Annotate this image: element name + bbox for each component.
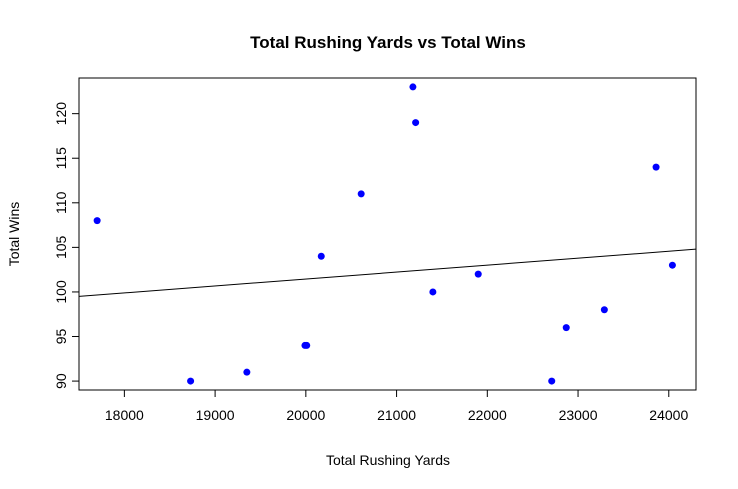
data-point [600, 306, 608, 314]
data-point [412, 119, 420, 127]
y-tick-label: 110 [53, 191, 69, 214]
y-tick-label: 105 [53, 235, 69, 259]
y-tick-label: 95 [53, 329, 69, 345]
data-point [652, 163, 660, 171]
data-point [548, 377, 556, 385]
y-tick-label: 120 [53, 102, 69, 126]
y-tick-label: 115 [53, 147, 69, 170]
x-tick-label: 24000 [649, 407, 688, 423]
regression-line [78, 248, 697, 297]
x-tick-label: 19000 [196, 407, 235, 423]
plot-area-border [78, 77, 697, 391]
data-point [303, 341, 311, 349]
x-tick-label: 18000 [105, 407, 144, 423]
x-axis: 18000 19000 20000 21000 22000 23000 24000 [105, 389, 688, 423]
y-tick-label: 90 [53, 373, 69, 389]
data-point [317, 252, 325, 260]
data-point [243, 368, 251, 376]
plot-content [78, 83, 697, 385]
x-tick-label: 22000 [468, 407, 507, 423]
data-point [474, 270, 482, 278]
x-tick-label: 20000 [286, 407, 325, 423]
data-point [668, 261, 676, 269]
data-point [93, 217, 101, 225]
data-point [187, 377, 195, 385]
y-axis: 90 95 100 105 110 115 120 [53, 102, 80, 389]
x-tick-label: 23000 [559, 407, 598, 423]
data-point [409, 83, 417, 91]
x-tick-label: 21000 [377, 407, 416, 423]
data-point [357, 190, 365, 198]
y-axis-label: Total Wins [6, 202, 22, 267]
y-tick-label: 100 [53, 280, 69, 304]
data-point [429, 288, 437, 296]
data-point [562, 324, 570, 332]
chart-title: Total Rushing Yards vs Total Wins [250, 33, 526, 52]
x-axis-label: Total Rushing Yards [326, 452, 450, 468]
